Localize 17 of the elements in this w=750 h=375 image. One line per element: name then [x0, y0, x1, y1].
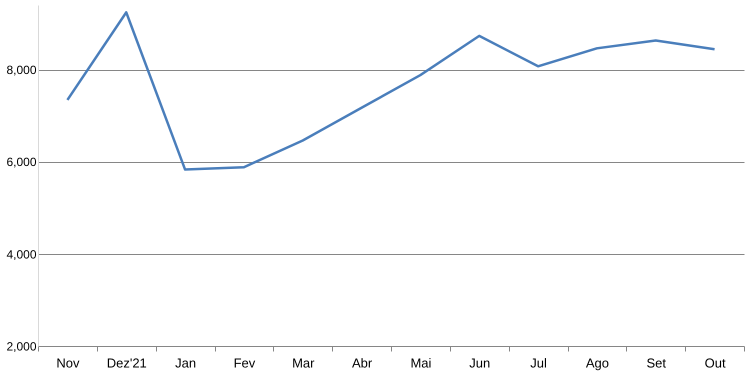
- x-tick-label: Ago: [586, 356, 609, 370]
- line-series: [66, 11, 716, 171]
- x-tick-label: Mar: [292, 356, 316, 370]
- x-tick-label: Jan: [175, 356, 196, 370]
- y-tick-label: 6,000: [6, 155, 37, 170]
- x-tick-label: Jun: [469, 356, 490, 370]
- x-tick-label: Dez'21: [106, 356, 147, 370]
- x-tick-label: Out: [704, 356, 726, 370]
- y-tick-label: 4,000: [6, 247, 37, 262]
- x-tick-label: Nov: [56, 356, 80, 370]
- x-tick-label: Abr: [352, 356, 373, 370]
- x-tick-label: Jul: [530, 356, 547, 370]
- x-tick-label: Fev: [234, 356, 256, 370]
- y-tick-label: 8,000: [6, 63, 37, 78]
- y-tick-label: 2,000: [6, 340, 37, 354]
- x-tick-label: Mai: [410, 356, 432, 370]
- x-tick-label: Set: [646, 356, 666, 370]
